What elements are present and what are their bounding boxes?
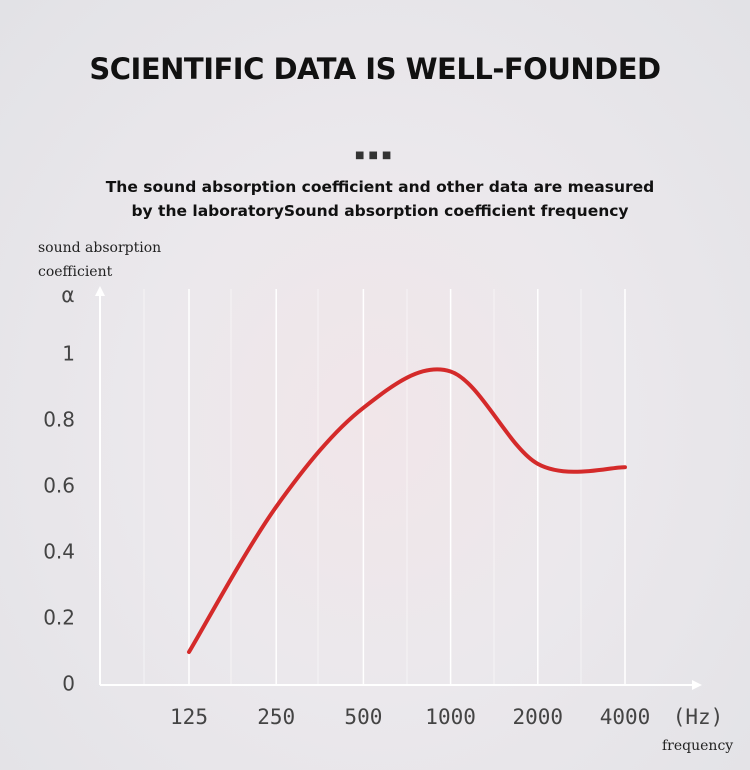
x-axis-arrow <box>692 680 702 690</box>
decoration: ■■■ <box>355 150 396 161</box>
subtitle: The sound absorption coefficient and oth… <box>105 178 655 220</box>
y-axis-label: sound absorption coefficient <box>38 240 162 280</box>
y-axis-arrow <box>95 286 105 296</box>
x-tick-label: 500 <box>344 705 382 729</box>
y-tick-label: 0.6 <box>43 474 75 498</box>
x-unit: (Hz) <box>673 705 724 729</box>
y-tick-label: 0.8 <box>43 408 75 432</box>
x-tick-label: 2000 <box>513 705 564 729</box>
data-line <box>187 367 627 654</box>
y-tick-label: 0.2 <box>43 606 75 630</box>
x-tick-label: 4000 <box>600 705 651 729</box>
x-tick-label: 125 <box>170 705 208 729</box>
y-symbol: α <box>62 283 75 307</box>
x-tick-label: 1000 <box>425 705 476 729</box>
title: SCIENTIFIC DATA IS WELL-FOUNDED <box>89 52 661 86</box>
x-tick-label: 250 <box>257 705 295 729</box>
x-axis-label: frequency <box>662 738 734 754</box>
y-tick-label: 1 <box>62 342 75 366</box>
y-tick-label: 0.4 <box>43 540 75 564</box>
y-tick-label: 0 <box>62 672 75 696</box>
